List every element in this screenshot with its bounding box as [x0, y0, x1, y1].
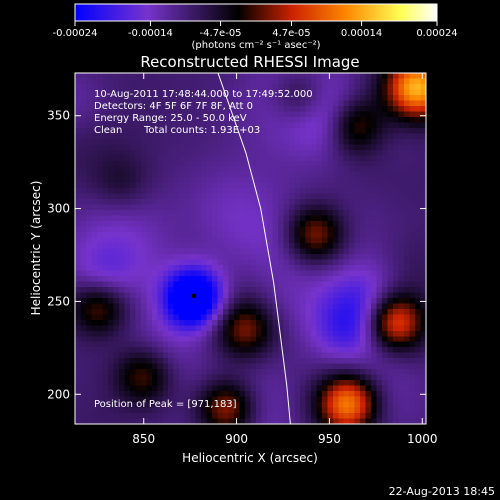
axis-ticks: 850 900 950 1000 200 250 300 350: [47, 73, 438, 446]
chart-title: Reconstructed RHESSI Image: [140, 53, 359, 71]
x-tick-label: 900: [225, 432, 248, 446]
x-tick-label: 950: [318, 432, 341, 446]
heatmap-image: [75, 73, 426, 424]
colorbar-tick-label: 0.00014: [341, 28, 382, 39]
colorbar-tick-label: 0.00024: [416, 28, 457, 39]
colorbar-ticks: -0.00024 -0.00014 -4.7e-05 4.7e-05 0.00014 0.…: [53, 21, 458, 39]
annotation-peak: Position of Peak = [971,183]: [94, 399, 237, 410]
x-tick-label: 850: [132, 432, 155, 446]
annotation-energy: Energy Range: 25.0 - 50.0 keV: [94, 113, 247, 124]
solar-limb-curve: [217, 73, 291, 424]
colorbar: [74, 3, 438, 22]
colorbar-tick-label: -0.00014: [128, 28, 173, 39]
annotation-time: 10-Aug-2011 17:48:44.000 to 17:49:52.000: [94, 89, 313, 100]
x-tick-label: 1000: [407, 432, 438, 446]
footer-date: 22-Aug-2013 18:45: [389, 485, 495, 498]
colorbar-units-label: (photons cm⁻² s⁻¹ asec⁻²): [191, 40, 320, 51]
y-axis-label: Heliocentric Y (arcsec): [29, 181, 43, 316]
annotation-counts: Total counts: 1.93E+03: [143, 125, 260, 136]
annotation-clean: Clean: [94, 125, 122, 136]
y-tick-label: 200: [47, 387, 70, 401]
y-tick-label: 250: [47, 294, 70, 308]
y-tick-label: 300: [47, 202, 70, 216]
peak-marker: [191, 293, 196, 298]
colorbar-tick-label: -0.00024: [53, 28, 98, 39]
colorbar-tick-label: 4.7e-05: [272, 28, 310, 39]
colorbar-tick-label: -4.7e-05: [200, 28, 242, 39]
annotation-detectors: Detectors: 4F 5F 6F 7F 8F, Att 0: [94, 101, 253, 112]
x-axis-label: Heliocentric X (arcsec): [182, 451, 318, 465]
y-tick-label: 350: [47, 109, 70, 123]
plot-frame: [74, 72, 427, 425]
